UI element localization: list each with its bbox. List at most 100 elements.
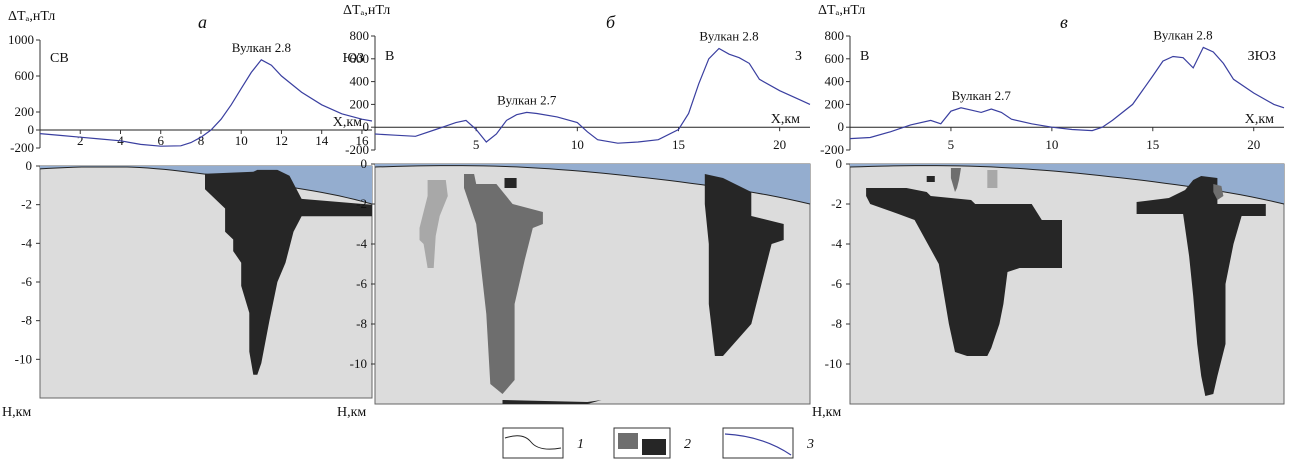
volcano-label: Вулкан 2.7 <box>952 88 1012 103</box>
x-tick-label: 2 <box>77 133 84 148</box>
depth-tick-label: -6 <box>21 274 32 289</box>
volcano-label: Вулкан 2.8 <box>1153 27 1212 42</box>
y-tick-label: 800 <box>350 28 370 43</box>
y-axis-label: ΔTₐ,нТл <box>818 3 865 18</box>
magnetic-body-light <box>419 180 448 268</box>
legend-body-mid <box>618 433 638 449</box>
x-axis-label: X,км <box>1245 112 1274 127</box>
y-tick-label: 400 <box>350 74 370 89</box>
direction-left: В <box>860 49 869 64</box>
depth-tick-label: -10 <box>15 351 32 366</box>
y-axis-label: ΔTₐ,нТл <box>8 9 55 24</box>
depth-tick-label: -4 <box>831 236 842 251</box>
panel-tag: б <box>606 12 616 32</box>
anomaly-curve <box>374 47 811 144</box>
magnetic-body-dark <box>1136 176 1266 396</box>
y-axis-label: ΔTₐ,нТл <box>343 3 390 18</box>
legend-body-dark <box>642 439 666 455</box>
panel-tag: а <box>198 12 207 32</box>
x-tick-label: 16 <box>355 133 369 148</box>
x-tick-label: 5 <box>473 137 480 152</box>
depth-tick-label: -4 <box>21 235 32 250</box>
direction-left: СВ <box>50 51 69 66</box>
magnetic-body-mid <box>464 174 543 394</box>
direction-left: В <box>385 49 394 64</box>
y-tick-label: 0 <box>363 119 370 134</box>
y-tick-label: -200 <box>820 142 844 157</box>
y-tick-label: 200 <box>350 96 370 111</box>
magnetic-body-mid <box>1213 184 1224 200</box>
x-tick-label: 5 <box>948 137 955 152</box>
direction-right: З <box>795 49 802 64</box>
x-tick-label: 10 <box>1045 137 1058 152</box>
volcano-label: Вулкан 2.8 <box>232 40 291 55</box>
depth-tick-label: -6 <box>831 276 842 291</box>
depth-tick-label: -10 <box>825 356 842 371</box>
depth-tick-label: -8 <box>831 316 842 331</box>
legend-box-relief <box>502 427 564 459</box>
magnetic-body-dark <box>205 169 372 375</box>
legend-number: 1 <box>577 437 584 452</box>
magnetic-body-dark <box>704 174 784 356</box>
x-tick-label: 10 <box>571 137 584 152</box>
magnetic-body-dark <box>866 188 1062 356</box>
magnetic-body-mid <box>950 168 961 192</box>
x-tick-label: 15 <box>1146 137 1159 152</box>
depth-tick-label: -2 <box>21 197 32 212</box>
legend-number: 2 <box>684 437 691 452</box>
y-tick-label: 0 <box>28 122 35 137</box>
depth-tick-label: -4 <box>356 236 367 251</box>
y-tick-label: 600 <box>350 51 370 66</box>
x-axis-label: X,км <box>771 112 800 127</box>
magnetic-body-light <box>987 170 998 188</box>
volcano-label: Вулкан 2.8 <box>699 29 758 44</box>
x-tick-label: 14 <box>315 133 329 148</box>
y-tick-label: 1000 <box>8 32 34 47</box>
x-tick-label: 15 <box>672 137 685 152</box>
depth-axis-label: Н,км <box>2 405 31 420</box>
x-axis-label: X,км <box>333 115 362 130</box>
x-tick-label: 12 <box>275 133 288 148</box>
magnetic-body-dark <box>926 176 935 182</box>
water-layer <box>850 164 1284 204</box>
legend-anomaly-line <box>724 433 792 456</box>
y-tick-label: -200 <box>345 142 369 157</box>
y-tick-label: 600 <box>825 51 845 66</box>
depth-axis-label: Н,км <box>337 405 366 420</box>
anomaly-curve <box>39 59 373 147</box>
y-tick-label: 800 <box>825 28 845 43</box>
legend-box-anomaly <box>722 427 794 459</box>
y-tick-label: 400 <box>825 74 845 89</box>
legend-number: 3 <box>806 437 814 452</box>
x-tick-label: 10 <box>235 133 248 148</box>
legend-relief-line <box>504 435 562 450</box>
volcano-label: Вулкан 2.7 <box>497 92 557 107</box>
x-tick-label: 6 <box>157 133 164 148</box>
depth-tick-label: -8 <box>21 313 32 328</box>
depth-tick-label: -2 <box>356 196 367 211</box>
y-tick-label: 0 <box>838 119 845 134</box>
anomaly-curve <box>849 46 1285 140</box>
depth-tick-label: 0 <box>361 156 368 171</box>
depth-tick-label: 0 <box>836 156 843 171</box>
direction-right: ЮЗ <box>343 51 364 66</box>
y-tick-label: 600 <box>15 68 35 83</box>
y-tick-label: -200 <box>10 140 34 155</box>
water-layer <box>375 164 810 204</box>
depth-tick-label: -10 <box>350 356 367 371</box>
y-tick-label: 200 <box>15 104 35 119</box>
depth-tick-label: 0 <box>26 158 33 173</box>
x-tick-label: 20 <box>1247 137 1260 152</box>
legend: 1 2 3 <box>502 427 814 459</box>
depth-tick-label: -6 <box>356 276 367 291</box>
direction-right: ЗЮЗ <box>1248 49 1276 64</box>
x-tick-label: 20 <box>773 137 786 152</box>
panel-tag: в <box>1060 12 1068 32</box>
magnetic-body-dark <box>504 178 517 188</box>
depth-tick-label: -2 <box>831 196 842 211</box>
magnetic-body-dark <box>502 400 602 404</box>
